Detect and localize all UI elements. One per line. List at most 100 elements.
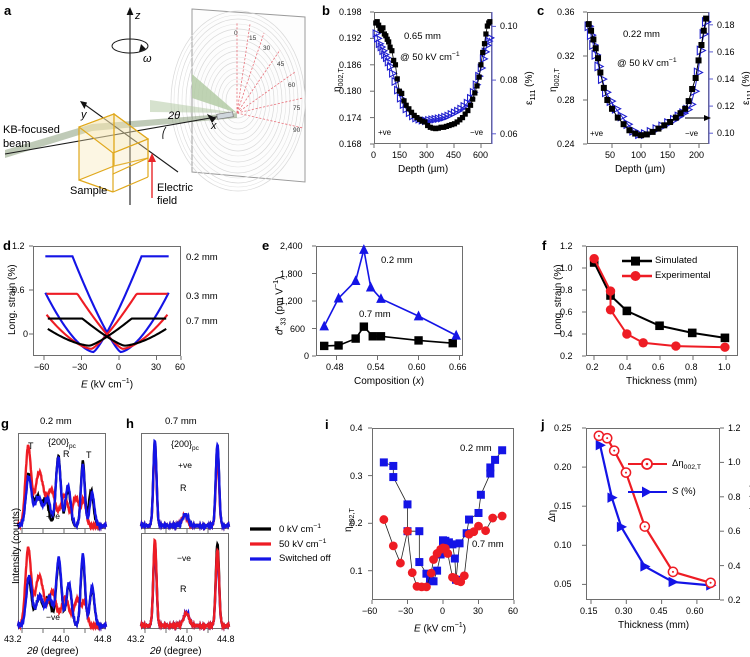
panel-j-ytick-right-2: 0.6 [728,526,741,537]
detector-angle-90: 90 [293,127,301,134]
panel-gh-legend-label-switched-off: Switched off [279,553,331,564]
panel-f-ytick-4: 1.0 [560,263,573,273]
panel-e-xtick-3: 0.66 [449,362,467,372]
panel-g-xlabel: 2θ (degree) [27,646,79,657]
panel-d-xlabel: E (kV cm−1) [81,376,134,391]
panel-g-peak-label-R: R [63,449,70,459]
detector-angle-15: 15 [249,35,257,42]
panel-f-xtick-0: 0.2 [586,362,599,372]
detector-angle-75: 75 [293,105,301,112]
panel-h-reflection-label: {200}pc [171,439,199,452]
panel-j-ytick-4: 0.25 [554,423,572,433]
panel-b-xlabel: Depth (µm) [398,164,449,175]
panel-h-xtick-1: 44.0 [175,634,193,644]
panel-j-ytick-right-1: 0.4 [728,560,741,571]
panel-f-xtick-2: 0.6 [652,362,665,372]
panel-j-ytick-0: 0.05 [554,579,572,590]
panel-i-xtick-1: −30 [398,606,414,616]
panel-h-xtick-2: 44.8 [217,634,235,644]
panel-j-ytick-right-3: 0.8 [728,491,741,502]
panel-gh-legend-label-0kv: 0 kV cm−1 [279,523,322,536]
panel-g-xtick-0: 43.2 [4,634,22,644]
panel-f: f 1.2 1.0 0.8 0.6 0.4 0.2 0.2 0.4 0.6 0.… [500,222,750,397]
panel-c-xtick-1: 100 [631,150,647,160]
panel-b-ytick-right-2: 0.10 [500,21,518,31]
panel-i-ytick-0: 0.1 [350,565,363,576]
panel-a-efield-label-line2: field [157,195,178,207]
panel-gh-legend-label-50kv: 50 kV cm−1 [279,538,327,551]
panel-f-ytick-0: 0.2 [560,351,573,361]
panel-f-legend-label-simulated: Simulated [655,255,698,266]
panel-b-ytick-2: 0.180 [339,86,362,97]
panel-f-xlabel: Thickness (mm) [626,376,698,387]
panel-i-xtick-0: −60 [362,606,378,616]
panel-d-curve-label-0: 0.2 mm [186,252,218,263]
panel-e-ylabel: d*33 (pm V−1) [271,276,288,335]
panel-c-xlabel: Depth (µm) [615,164,666,175]
panel-b-ytick-5: 0.198 [339,7,362,17]
panel-e-annotation-07mm: 0.7 mm [359,309,391,320]
panel-c-annotation-positive: +ve [590,129,604,138]
panel-d-xtick-4: 60 [175,362,186,372]
panel-e-xlabel: Composition (x) [354,376,425,387]
panel-h-peak-label-R-positive: R [180,483,187,493]
panel-e: e 2,400 1,800 1,200 600 0 0.48 0.54 0.60… [250,222,505,397]
panel-f-plot-area [582,245,730,360]
panel-h-xtick-0: 43.2 [127,634,145,644]
panel-g-ylabel: Intensity (counts) [11,507,22,584]
detector-angle-0: 0 [234,30,238,37]
panel-j-legend-label-strain: S (%) [672,486,696,497]
panel-c-ytick-2: 0.32 [557,51,575,61]
panel-c-annotation-thickness: 0.22 mm [623,29,660,40]
panel-b-annotation-thickness: 0.65 mm [404,31,441,42]
panel-i-ytick-1: 0.2 [350,518,363,529]
panel-e-ytick-2: 1,200 [280,296,303,306]
panel-d-xtick-3: 30 [151,362,162,372]
panel-b-ytick-4: 0.192 [339,33,362,44]
panel-i-plot-frame [372,428,514,600]
panel-c-xtick-3: 200 [689,150,705,160]
panel-a-beam-label-line2: beam [3,138,31,150]
panel-j-ytick-right-0: 0.2 [728,595,741,605]
panel-i-annotation-02mm: 0.2 mm [460,443,492,454]
panel-c-ytick-right-4: 0.18 [717,20,735,30]
panel-d-ytick-0: 1.2 [12,241,25,251]
panel-h-title: 0.7 mm [165,416,197,427]
panel-e-label: e [262,238,270,253]
panel-g-label: g [1,416,9,431]
panel-b-label: b [322,3,330,18]
panel-f-xtick-3: 0.8 [685,362,698,372]
detector-angle-30: 30 [263,45,271,52]
panel-j-ytick-right-5: 1.2 [728,423,741,433]
panel-d-curve-label-2: 0.7 mm [186,316,218,327]
panel-j: j 0.25 0.20 0.15 0.10 0.05 0.15 0.30 0.4… [510,404,750,657]
panel-a-axis-x-label: x [211,120,217,132]
panel-c-ytick-right-1: 0.12 [717,101,735,111]
panel-h-peak-label-R-negative: R [180,584,187,594]
panel-j-legend-label-deta: Δη002,T [672,458,702,471]
panel-b-ytick-3: 0.186 [339,59,362,70]
panel-g-reflection-label: {200}pc [48,437,76,450]
panel-f-legend-swatch-experimental [622,271,652,281]
panel-j-plot-area [582,427,724,604]
panel-e-ytick-3: 1,800 [280,268,303,279]
panel-f-label: f [542,238,547,253]
panel-c-annotation-negative: −ve [685,129,699,138]
panel-c-ytick-right-2: 0.14 [717,74,735,84]
panel-b-xtick-1: 150 [392,150,408,160]
panel-b-annotation-positive: +ve [378,128,392,137]
panel-j-xlabel: Thickness (mm) [618,620,690,631]
panel-b-xtick-3: 450 [446,150,462,160]
panel-g-peak-label-T1: T [28,441,34,451]
panel-f-legend-swatch-simulated [622,256,652,266]
panel-h: h 0.7 mm {200}pc +ve R −ve R 43.2 44.0 4… [125,404,331,657]
panel-c-ytick-right-3: 0.16 [717,47,735,57]
panel-f-ytick-1: 0.4 [560,329,573,339]
panel-c-label: c [537,3,545,18]
panel-c-ytick-1: 0.28 [557,95,575,105]
panel-h-polarity-negative: −ve [177,553,191,563]
panel-e-annotation-02mm: 0.2 mm [381,255,413,266]
panel-j-xtick-1: 0.30 [615,606,633,616]
panel-c-ytick-0: 0.24 [557,139,575,149]
panel-d-ytick-2: 0 [23,329,29,339]
